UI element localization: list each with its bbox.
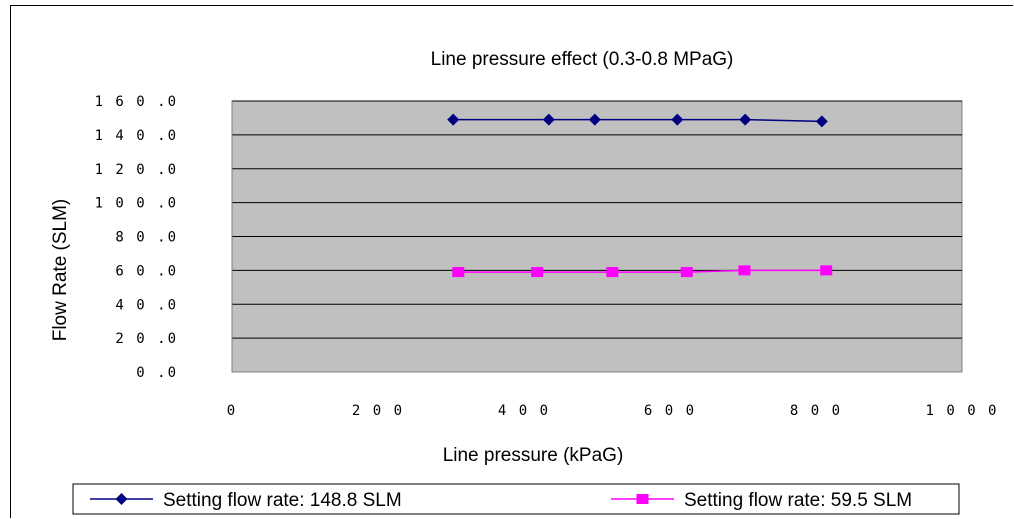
data-point-marker bbox=[680, 267, 693, 278]
legend-item-1: Setting flow rate: 148.8 SLM bbox=[90, 490, 402, 511]
y-tick-label: 8 0 .0 bbox=[115, 230, 178, 246]
y-tick-label: 1 6 0 .0 bbox=[95, 94, 178, 110]
chart-frame bbox=[10, 5, 1013, 518]
series-2 bbox=[452, 265, 833, 278]
x-tick-label: 2 0 0 bbox=[352, 403, 404, 419]
data-point-marker bbox=[815, 115, 828, 128]
data-point-marker bbox=[452, 267, 465, 278]
chart-title: Line pressure effect (0.3-0.8 MPaG) bbox=[431, 49, 734, 70]
data-point-marker bbox=[447, 113, 460, 126]
x-tick-label: 6 0 0 bbox=[644, 403, 696, 419]
data-point-marker bbox=[671, 113, 684, 126]
series-line bbox=[453, 118, 822, 123]
x-axis-label: Line pressure (kPaG) bbox=[443, 445, 624, 466]
data-point-marker bbox=[588, 113, 601, 126]
y-tick-label: 1 4 0 .0 bbox=[95, 128, 178, 144]
y-axis-label: Flow Rate (SLM) bbox=[50, 199, 71, 342]
y-tick-label: 1 2 0 .0 bbox=[95, 162, 178, 178]
legend-box bbox=[72, 483, 960, 515]
x-tick-label: 0 bbox=[227, 403, 237, 419]
data-point-marker bbox=[738, 265, 751, 276]
data-point-marker bbox=[739, 113, 752, 126]
x-tick-label: 1 0 0 0 bbox=[925, 403, 998, 419]
legend-label: Setting flow rate: 59.5 SLM bbox=[684, 490, 912, 511]
y-tick-label: 6 0 .0 bbox=[115, 263, 178, 279]
legend: Setting flow rate: 148.8 SLM Setting flow… bbox=[72, 483, 960, 515]
plot-area bbox=[231, 100, 963, 373]
y-tick-label: 4 0 .0 bbox=[115, 297, 178, 313]
data-point-marker bbox=[606, 267, 619, 278]
data-point-marker bbox=[820, 265, 833, 276]
y-tick-label: 0 .0 bbox=[136, 365, 178, 381]
series-layer bbox=[447, 113, 833, 278]
x-tick-label: 8 0 0 bbox=[790, 403, 842, 419]
legend-label: Setting flow rate: 148.8 SLM bbox=[163, 490, 402, 511]
y-tick-label: 1 0 0 .0 bbox=[95, 196, 178, 212]
x-tick-label: 4 0 0 bbox=[498, 403, 550, 419]
legend-swatch-marker bbox=[636, 494, 649, 504]
x-axis-ticks: 0 2 0 0 4 0 0 6 0 0 8 0 0 1 0 0 0 bbox=[227, 403, 998, 419]
y-axis-ticks: 0 .0 2 0 .0 4 0 .0 6 0 .0 8 0 .0 1 0 0 .0 1 2 … bbox=[95, 94, 178, 381]
legend-item-2: Setting flow rate: 59.5 SLM bbox=[611, 490, 912, 511]
legend-swatch-marker bbox=[115, 493, 128, 505]
data-point-marker bbox=[531, 267, 544, 278]
y-tick-label: 2 0 .0 bbox=[115, 331, 178, 347]
series-1 bbox=[447, 113, 828, 128]
data-point-marker bbox=[542, 113, 555, 126]
series-line bbox=[458, 269, 827, 273]
